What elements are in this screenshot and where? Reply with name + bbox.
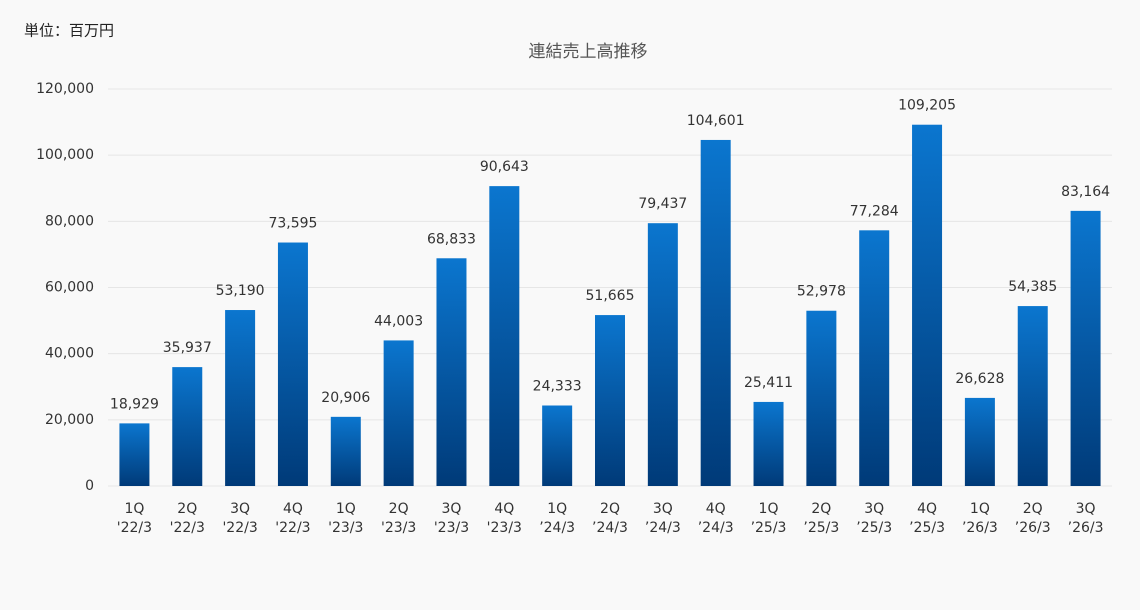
data-label: 53,190 [216, 283, 265, 299]
bar [225, 310, 256, 486]
data-label: 90,643 [480, 159, 529, 175]
data-label: 44,003 [374, 313, 423, 329]
x-tick-label: 3Q [1076, 501, 1096, 517]
x-tick-label: 1Q [547, 501, 567, 517]
y-tick-label: 0 [85, 478, 94, 494]
x-tick-label: ’25/3 [856, 520, 892, 536]
data-label: 104,601 [687, 113, 745, 129]
x-tick-label: 2Q [600, 501, 620, 517]
x-tick-label: '23/3 [487, 520, 522, 536]
unit-note: 単位：百万円 [24, 22, 114, 40]
bar [595, 315, 625, 486]
bar [119, 423, 150, 486]
data-label: 52,978 [797, 284, 846, 300]
bar [912, 124, 943, 487]
data-label: 20,906 [321, 390, 370, 406]
y-tick-label: 40,000 [45, 346, 94, 362]
x-tick-label: 4Q [494, 501, 514, 517]
x-tick-label: ’24/3 [645, 520, 681, 536]
x-tick-label: ’26/3 [1015, 520, 1051, 536]
bar [700, 139, 731, 487]
bar [277, 242, 308, 486]
x-tick-label: '23/3 [381, 520, 416, 536]
y-tick-label: 60,000 [45, 280, 94, 296]
x-tick-label: '23/3 [434, 520, 469, 536]
x-tick-label: 3Q [653, 501, 673, 517]
x-tick-label: ’25/3 [751, 520, 787, 536]
y-tick-label: 80,000 [45, 213, 94, 229]
x-tick-label: 3Q [864, 501, 884, 517]
data-label: 68,833 [427, 231, 476, 247]
x-tick-label: '22/3 [275, 520, 310, 536]
bar [542, 405, 573, 486]
x-tick-label: ’26/3 [962, 520, 998, 536]
bar [859, 230, 890, 486]
bar [964, 397, 995, 486]
y-tick-label: 120,000 [36, 81, 94, 97]
data-label: 79,437 [638, 196, 687, 212]
bar [330, 416, 361, 486]
x-tick-label: 1Q [124, 501, 144, 517]
bar [753, 401, 784, 486]
x-tick-label: '22/3 [222, 520, 257, 536]
x-tick-label: ’26/3 [1068, 520, 1104, 536]
bar [1017, 306, 1048, 486]
x-tick-label: 2Q [1023, 501, 1043, 517]
data-label: 109,205 [898, 98, 956, 114]
x-tick-label: '22/3 [170, 520, 205, 536]
x-tick-label: '23/3 [328, 520, 363, 536]
data-label: 24,333 [533, 378, 582, 394]
x-tick-label: 3Q [230, 501, 250, 517]
bar [806, 310, 837, 486]
data-label: 25,411 [744, 375, 793, 391]
x-tick-label: ’24/3 [592, 520, 628, 536]
x-tick-label: ’24/3 [698, 520, 734, 536]
x-tick-label: 2Q [389, 501, 409, 517]
data-label: 73,595 [268, 216, 317, 232]
x-tick-label: ’25/3 [909, 520, 945, 536]
x-tick-label: 1Q [970, 501, 990, 517]
x-tick-label: 3Q [442, 501, 462, 517]
data-label: 18,929 [110, 396, 159, 412]
y-tick-label: 100,000 [36, 147, 94, 163]
x-tick-label: ’24/3 [539, 520, 575, 536]
x-tick-label: 2Q [177, 501, 197, 517]
x-tick-label: '22/3 [117, 520, 152, 536]
chart-title: 連結売上高推移 [529, 42, 648, 62]
bar [647, 223, 678, 486]
x-tick-label: 4Q [917, 501, 937, 517]
x-tick-label: 4Q [283, 501, 303, 517]
x-tick-label: 1Q [759, 501, 779, 517]
x-tick-label: 1Q [336, 501, 356, 517]
y-tick-label: 20,000 [45, 412, 94, 428]
x-tick-label: ’25/3 [803, 520, 839, 536]
x-tick-label: 2Q [811, 501, 831, 517]
bar [489, 186, 520, 486]
bar [1070, 210, 1101, 486]
data-label: 26,628 [955, 371, 1004, 387]
data-label: 54,385 [1008, 279, 1057, 295]
bar [436, 258, 467, 486]
data-label: 77,284 [850, 203, 899, 219]
data-label: 83,164 [1061, 184, 1110, 200]
bar [172, 367, 203, 486]
x-tick-label: 4Q [706, 501, 726, 517]
data-label: 35,937 [163, 340, 212, 356]
data-label: 51,665 [586, 288, 635, 304]
bar [383, 340, 414, 486]
